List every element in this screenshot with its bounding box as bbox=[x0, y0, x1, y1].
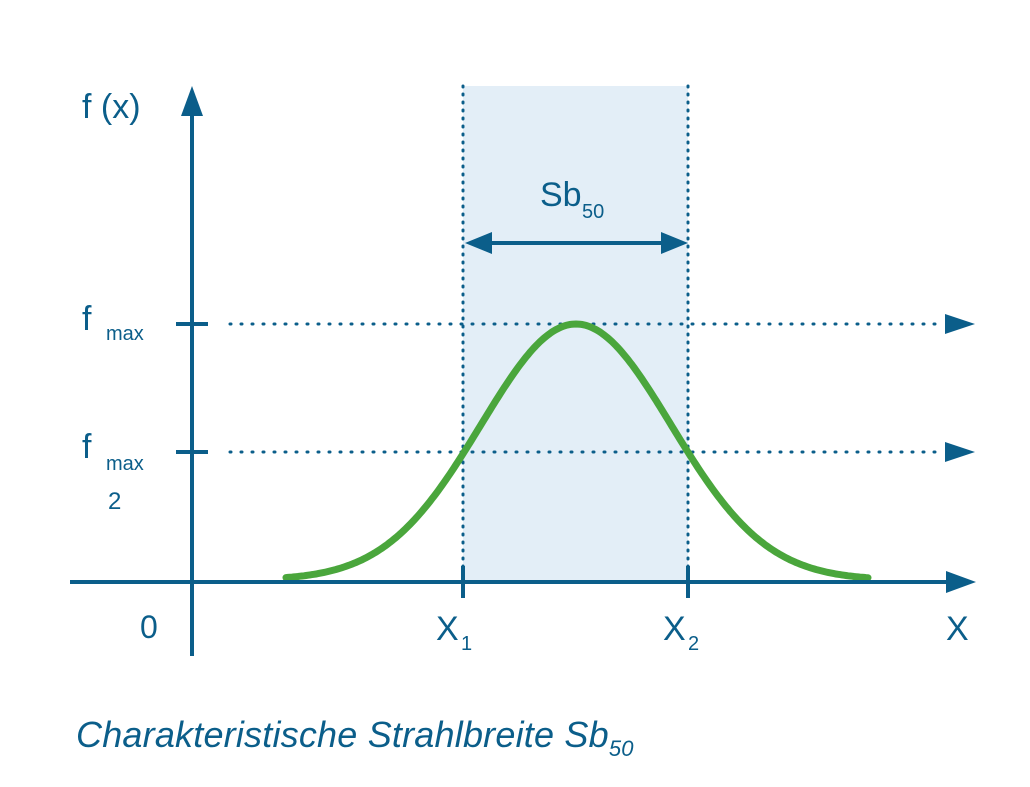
fmax-label: f bbox=[82, 300, 92, 338]
x2-label-sub: 2 bbox=[688, 633, 699, 655]
x2-label: X bbox=[663, 610, 686, 648]
origin-label: 0 bbox=[140, 609, 158, 645]
figure-caption: Charakteristische Strahlbreite Sb50 bbox=[76, 714, 634, 762]
fmax-half-label: f bbox=[82, 428, 92, 466]
fmax-half-denominator: 2 bbox=[108, 488, 121, 515]
fmax-arrowhead bbox=[945, 314, 975, 334]
sb50-arrowhead-left bbox=[465, 232, 492, 254]
x1-label-sub: 1 bbox=[461, 633, 472, 655]
fmax-half-arrowhead bbox=[945, 442, 975, 462]
sb50-label: Sb bbox=[540, 176, 582, 214]
sb50-arrowhead-right bbox=[661, 232, 688, 254]
fmax-half-label-sub: max bbox=[106, 453, 144, 475]
y-axis-arrowhead bbox=[181, 86, 203, 116]
x-axis-arrowhead bbox=[946, 571, 976, 593]
caption-sub: 50 bbox=[608, 736, 634, 761]
fmax-label-sub: max bbox=[106, 323, 144, 345]
gaussian-curve bbox=[282, 320, 872, 582]
sb50-label-sub: 50 bbox=[582, 201, 604, 223]
sb50-band bbox=[463, 86, 688, 582]
caption-main: Charakteristische Strahlbreite Sb bbox=[76, 714, 609, 755]
x1-label: X bbox=[436, 610, 459, 648]
x-axis-label: X bbox=[946, 610, 969, 648]
y-axis-label: f (x) bbox=[82, 88, 141, 126]
